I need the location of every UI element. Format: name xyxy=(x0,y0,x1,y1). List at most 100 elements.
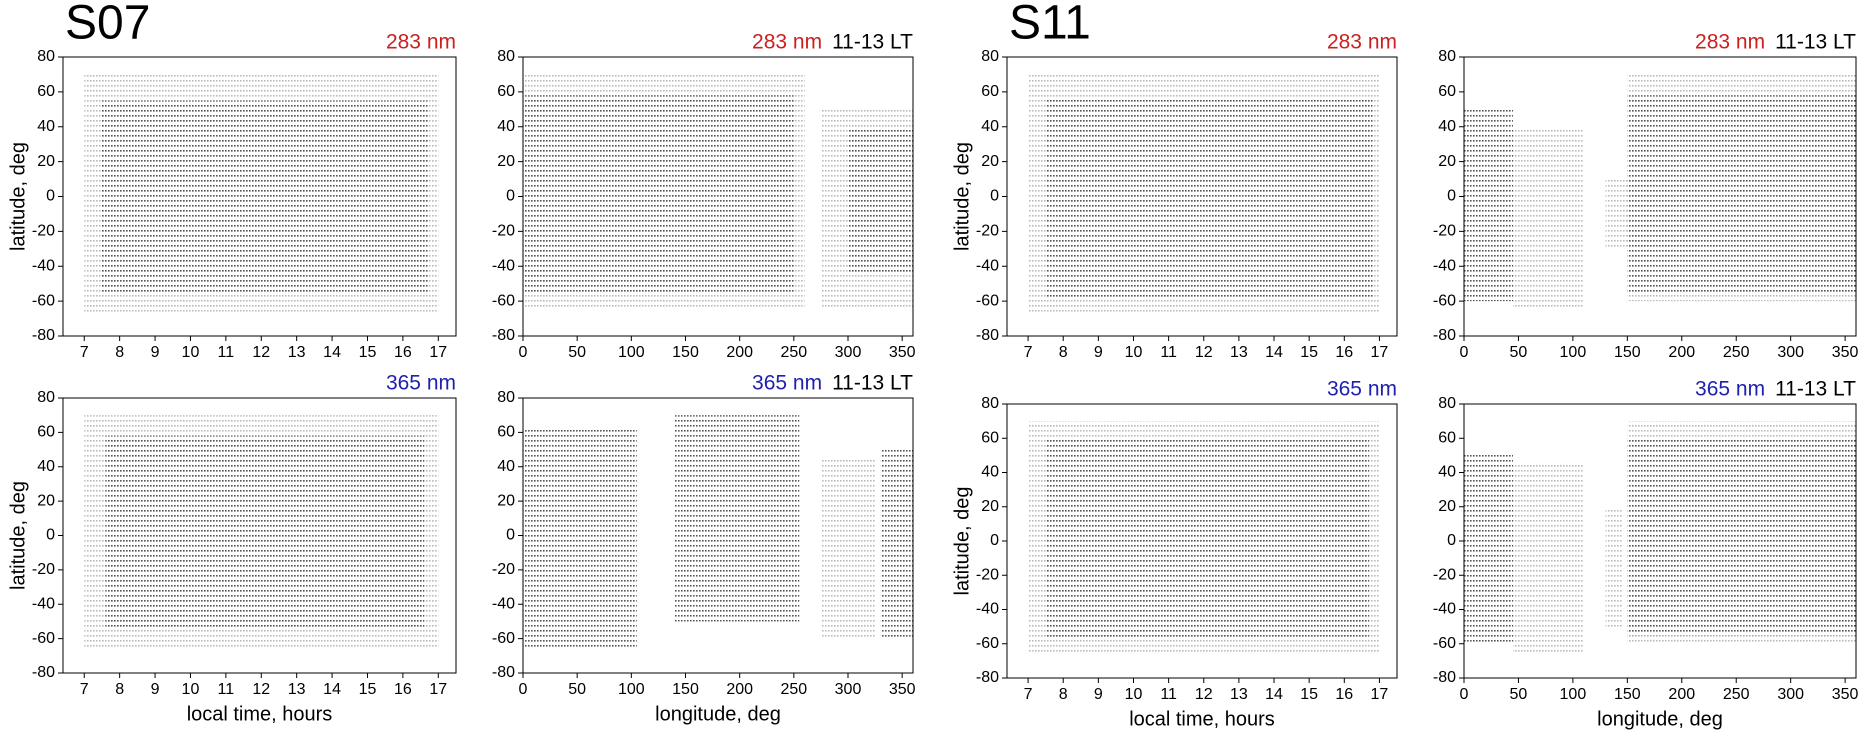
x-axis-label: longitude, deg xyxy=(1597,708,1723,730)
data-region xyxy=(1513,463,1584,653)
x-axis-label: longitude, deg xyxy=(655,703,781,725)
y-tick-label: -80 xyxy=(1433,669,1456,686)
y-tick-label: -80 xyxy=(32,327,55,344)
y-tick-label: -80 xyxy=(492,664,515,681)
y-tick-label: 40 xyxy=(981,464,999,481)
x-tick-label: 350 xyxy=(1832,344,1859,361)
x-tick-label: 350 xyxy=(889,344,916,361)
y-tick-label: -60 xyxy=(32,292,55,309)
y-tick-label: -40 xyxy=(32,257,55,274)
wavelength-label: 283 nm xyxy=(1327,31,1397,54)
y-tick-label: 40 xyxy=(1438,464,1456,481)
x-tick-label: 14 xyxy=(1265,344,1283,361)
wavelength-label: 365 nm xyxy=(1695,378,1765,401)
x-tick-label: 200 xyxy=(1668,344,1695,361)
x-tick-label: 250 xyxy=(780,344,807,361)
y-tick-label: -80 xyxy=(976,669,999,686)
y-tick-label: -40 xyxy=(1433,601,1456,618)
y-tick-label: 0 xyxy=(1447,532,1456,549)
y-tick-label: -80 xyxy=(492,327,515,344)
x-tick-label: 13 xyxy=(1230,686,1248,703)
y-tick-label: -40 xyxy=(32,595,55,612)
x-tick-label: 16 xyxy=(1335,344,1353,361)
y-tick-label: 20 xyxy=(497,492,515,509)
x-tick-label: 0 xyxy=(1460,344,1469,361)
y-tick-label: -40 xyxy=(976,601,999,618)
data-region xyxy=(105,435,425,631)
y-tick-label: -20 xyxy=(1433,566,1456,583)
y-tick-label: 0 xyxy=(506,527,515,544)
data-region xyxy=(1513,126,1584,310)
y-tick-label: 20 xyxy=(1438,153,1456,170)
data-region xyxy=(1627,95,1856,293)
y-tick-label: -60 xyxy=(492,292,515,309)
y-tick-label: 0 xyxy=(506,188,515,205)
x-tick-label: 100 xyxy=(1560,686,1587,703)
x-tick-label: 7 xyxy=(1024,686,1033,703)
y-tick-label: 20 xyxy=(1438,498,1456,515)
y-tick-label: 40 xyxy=(37,458,55,475)
y-tick-label: 80 xyxy=(981,48,999,65)
y-tick-label: -20 xyxy=(32,223,55,240)
x-axis-label: local time, hours xyxy=(187,703,333,725)
x-tick-label: 12 xyxy=(1195,344,1213,361)
y-tick-label: -20 xyxy=(32,561,55,578)
x-tick-label: 8 xyxy=(1059,686,1068,703)
y-tick-label: -40 xyxy=(976,257,999,274)
x-tick-label: 0 xyxy=(1460,686,1469,703)
y-tick-label: 60 xyxy=(1438,429,1456,446)
x-tick-label: 50 xyxy=(568,344,586,361)
y-tick-label: 80 xyxy=(1438,48,1456,65)
x-tick-label: 8 xyxy=(1059,344,1068,361)
y-tick-label: 80 xyxy=(1438,395,1456,412)
x-tick-label: 300 xyxy=(835,344,862,361)
group-label: S11 xyxy=(1009,0,1091,50)
y-tick-label: 20 xyxy=(37,492,55,509)
wavelength-label: 283 nm xyxy=(386,31,456,54)
x-tick-label: 16 xyxy=(394,681,412,698)
y-tick-label: 60 xyxy=(981,83,999,100)
y-tick-label: 40 xyxy=(1438,118,1456,135)
y-tick-label: 60 xyxy=(497,83,515,100)
y-tick-label: -20 xyxy=(492,223,515,240)
x-tick-label: 100 xyxy=(618,681,645,698)
y-tick-label: 40 xyxy=(37,118,55,135)
x-tick-label: 15 xyxy=(359,681,377,698)
x-tick-label: 11 xyxy=(1160,686,1177,703)
data-region xyxy=(523,428,637,648)
x-tick-label: 150 xyxy=(1614,344,1641,361)
x-tick-label: 13 xyxy=(1230,344,1248,361)
x-axis-label: local time, hours xyxy=(1129,708,1275,730)
x-tick-label: 200 xyxy=(726,681,753,698)
y-tick-label: 60 xyxy=(981,429,999,446)
x-tick-label: 250 xyxy=(780,681,807,698)
x-tick-label: 100 xyxy=(618,344,645,361)
data-region xyxy=(880,449,913,639)
x-tick-label: 16 xyxy=(1335,686,1353,703)
x-tick-label: 10 xyxy=(182,344,200,361)
wavelength-label: 365 nm xyxy=(386,372,456,395)
x-tick-label: 16 xyxy=(394,344,412,361)
y-tick-label: -20 xyxy=(492,561,515,578)
panel-title: 11-13 LT xyxy=(1775,378,1856,401)
y-tick-label: -60 xyxy=(976,292,999,309)
y-tick-label: 60 xyxy=(1438,83,1456,100)
x-tick-label: 300 xyxy=(835,681,862,698)
y-tick-label: -20 xyxy=(976,566,999,583)
y-tick-label: 0 xyxy=(990,532,999,549)
x-tick-label: 7 xyxy=(1024,344,1033,361)
x-tick-label: 8 xyxy=(115,681,124,698)
wavelength-label: 365 nm xyxy=(1327,378,1397,401)
x-tick-label: 13 xyxy=(288,681,306,698)
panel-title: 11-13 LT xyxy=(832,372,913,395)
data-region xyxy=(1464,109,1513,302)
x-tick-label: 250 xyxy=(1723,344,1750,361)
y-tick-label: -40 xyxy=(492,257,515,274)
x-tick-label: 150 xyxy=(1614,686,1641,703)
y-tick-label: 0 xyxy=(46,527,55,544)
x-tick-label: 13 xyxy=(288,344,306,361)
y-tick-label: 0 xyxy=(46,188,55,205)
y-tick-label: 20 xyxy=(981,498,999,515)
